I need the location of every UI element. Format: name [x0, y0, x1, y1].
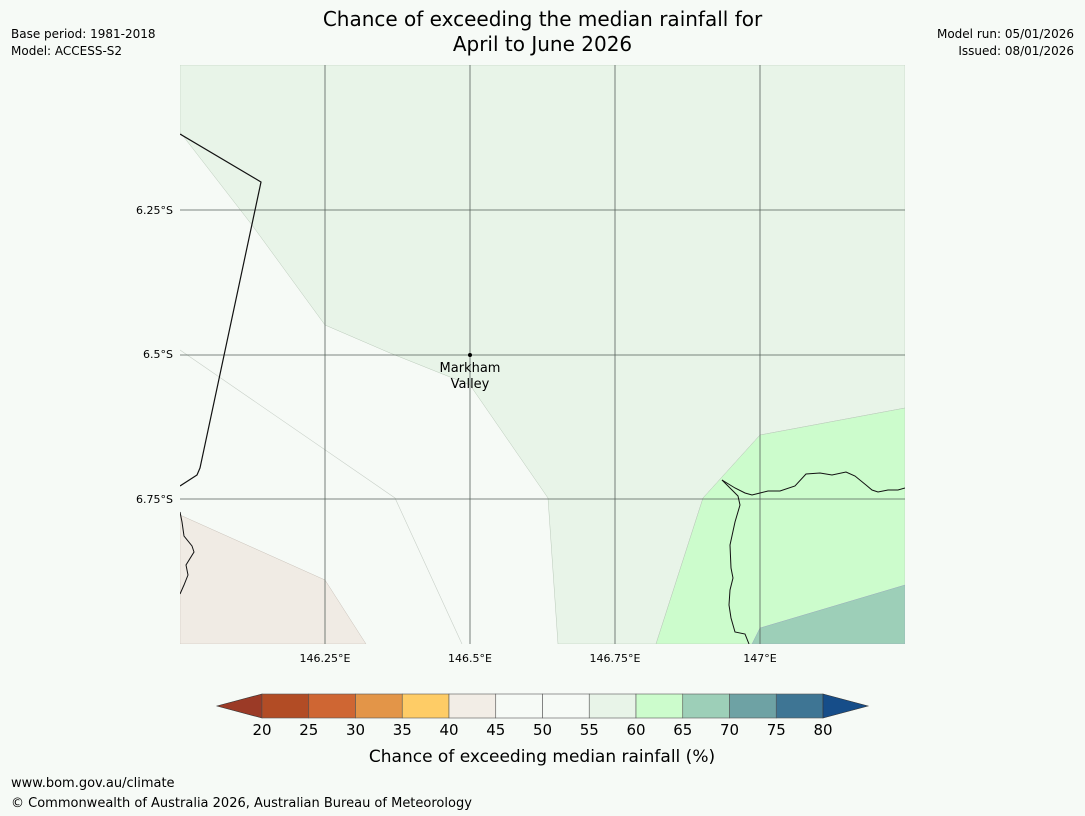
colorbar-tick-label: 45 — [486, 721, 505, 739]
region-40-45 — [180, 514, 367, 644]
lon-tick: 146.5°E — [448, 652, 492, 665]
lon-axis-labels: 146.25°E 146.5°E 146.75°E 147°E — [300, 652, 777, 665]
colorbar-bin — [588, 693, 637, 719]
lon-tick: 146.25°E — [300, 652, 351, 665]
colorbar-tick-label: 65 — [673, 721, 692, 739]
lat-tick: 6.75°S — [136, 493, 173, 506]
colorbar-bin — [308, 693, 356, 719]
colorbar-tick-label: 20 — [252, 721, 271, 739]
title-line-2: April to June 2026 — [452, 32, 633, 56]
issued-date: Issued: 08/01/2026 — [958, 44, 1074, 58]
colorbar-bin — [682, 693, 730, 719]
region-60-65 — [655, 407, 905, 644]
colorbar-tick-label: 70 — [720, 721, 739, 739]
contour-line — [180, 349, 463, 644]
colorbar-bin — [775, 693, 824, 719]
colorbar-tick-label: 25 — [299, 721, 318, 739]
colorbar-bin — [401, 693, 450, 719]
colorbar-bin — [729, 693, 777, 719]
colorbar-tick-label: 75 — [767, 721, 786, 739]
colorbar-tick-label: 50 — [533, 721, 552, 739]
colorbar-bin — [448, 693, 497, 719]
colorbar-bin — [495, 693, 543, 719]
region-65-70 — [751, 584, 905, 644]
colorbar-bin — [355, 693, 403, 719]
place-label-line1: Markham — [440, 361, 501, 376]
colorbar-bin — [542, 693, 590, 719]
colorbar-extend-low — [215, 693, 263, 719]
lon-tick: 146.75°E — [590, 652, 641, 665]
lat-axis-labels: 6.25°S 6.5°S 6.75°S — [136, 204, 173, 506]
colorbar-tick-label: 35 — [393, 721, 412, 739]
model-name: Model: ACCESS-S2 — [11, 44, 123, 58]
title-line-1: Chance of exceeding the median rainfall … — [322, 7, 763, 31]
map-panel: Markham Valley — [180, 65, 905, 644]
model-info: Base period: 1981-2018 Model: ACCESS-S2 — [11, 26, 156, 60]
colorbar-bin — [261, 693, 310, 719]
lat-tick: 6.25°S — [136, 204, 173, 217]
lon-tick: 147°E — [743, 652, 776, 665]
colorbar-ticks: 20 25 30 35 40 45 50 55 60 65 70 75 80 — [252, 721, 832, 739]
place-label-line2: Valley — [451, 377, 490, 392]
boundary-line — [180, 133, 262, 487]
place-marker — [468, 353, 472, 357]
coastline-west — [180, 511, 195, 595]
colorbar-title: Chance of exceeding median rainfall (%) — [369, 747, 715, 767]
colorbar-tick-label: 40 — [439, 721, 458, 739]
map-title: Chance of exceeding the median rainfall … — [0, 7, 1085, 57]
graticule — [180, 65, 905, 644]
colorbar-extend-high — [822, 693, 870, 719]
footer-copyright: © Commonwealth of Australia 2026, Austra… — [11, 796, 472, 811]
colorbar — [215, 693, 870, 719]
model-run-date: Model run: 05/01/2026 — [936, 27, 1074, 41]
colorbar-tick-label: 60 — [626, 721, 645, 739]
river-branch — [721, 479, 750, 644]
colorbar-tick-label: 55 — [580, 721, 599, 739]
run-info: Model run: 05/01/2026 Issued: 08/01/2026 — [937, 26, 1074, 60]
base-period: Base period: 1981-2018 — [11, 27, 156, 41]
footer-url: www.bom.gov.au/climate — [11, 776, 175, 791]
lat-tick: 6.5°S — [143, 348, 173, 361]
colorbar-tick-label: 80 — [813, 721, 832, 739]
river-line — [721, 471, 905, 496]
colorbar-tick-label: 30 — [346, 721, 365, 739]
colorbar-bin — [635, 693, 684, 719]
